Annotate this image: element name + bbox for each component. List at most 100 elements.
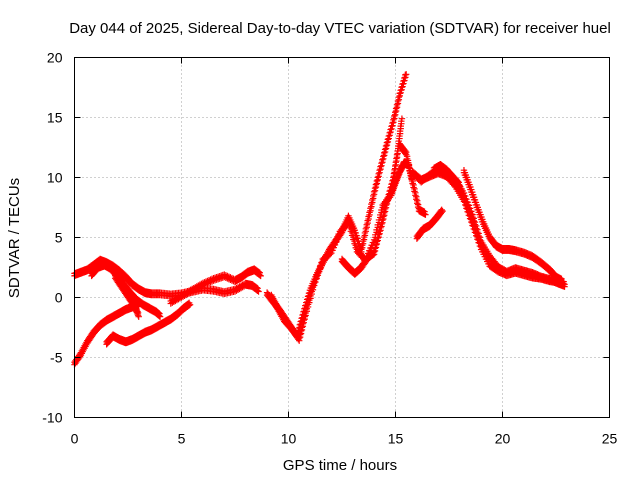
- data-point: [370, 188, 378, 195]
- data-point: [391, 112, 398, 120]
- data-point: [221, 271, 228, 278]
- series-track-8: [268, 71, 410, 341]
- series-track-6: [167, 265, 264, 307]
- data-point: [378, 220, 385, 228]
- data-point: [371, 245, 379, 252]
- data-point: [297, 318, 304, 325]
- x-axis-label: GPS time / hours: [283, 457, 397, 474]
- data-point: [387, 184, 394, 191]
- data-point: [256, 269, 263, 276]
- data-point: [354, 235, 361, 242]
- data-point: [404, 157, 412, 164]
- data-point: [464, 206, 471, 213]
- data-point: [295, 324, 303, 332]
- data-point: [391, 166, 398, 174]
- data-point: [412, 189, 419, 197]
- data-point: [411, 185, 418, 193]
- data-point: [413, 193, 420, 200]
- data-point: [156, 310, 163, 317]
- data-point: [470, 223, 477, 230]
- data-point: [421, 208, 428, 215]
- data-point: [299, 311, 306, 319]
- y-tick-label: 5: [55, 230, 63, 246]
- data-point: [131, 302, 139, 310]
- data-point: [370, 248, 378, 255]
- data-point: [374, 234, 381, 242]
- data-point: [463, 202, 470, 210]
- data-point: [469, 219, 476, 227]
- data-point: [558, 275, 565, 283]
- data-point: [403, 153, 411, 160]
- data-point: [395, 93, 403, 101]
- y-tick-label: 10: [47, 170, 63, 186]
- x-tick-label: 25: [602, 431, 618, 447]
- data-point: [393, 155, 400, 162]
- data-point: [384, 194, 392, 202]
- data-point: [414, 201, 422, 208]
- data-point: [403, 71, 410, 78]
- data-point: [405, 161, 413, 168]
- data-point: [132, 304, 139, 311]
- data-point: [131, 301, 138, 308]
- data-point: [559, 278, 566, 286]
- data-point: [390, 174, 397, 181]
- data-point: [475, 236, 482, 244]
- data-point: [376, 167, 383, 174]
- data-point: [134, 309, 142, 317]
- data-point: [389, 119, 396, 127]
- data-point: [388, 181, 395, 188]
- series-track-15: [460, 167, 566, 286]
- x-tick-label: 15: [388, 431, 404, 447]
- data-point: [372, 241, 380, 249]
- data-point: [351, 227, 359, 234]
- data-point: [466, 212, 474, 220]
- data-point: [468, 216, 475, 223]
- data-point: [375, 170, 382, 177]
- data-point: [388, 123, 395, 130]
- data-point: [353, 232, 360, 239]
- data-point: [398, 115, 406, 122]
- data-point: [390, 116, 397, 123]
- data-point: [462, 199, 469, 206]
- series-track-5: [111, 272, 142, 320]
- data-point: [386, 129, 393, 137]
- data-point: [439, 207, 446, 215]
- y-tick-label: 15: [47, 110, 63, 126]
- x-tick-label: 10: [281, 431, 297, 447]
- x-tick-label: 0: [71, 431, 79, 447]
- data-point: [422, 211, 429, 218]
- data-point: [410, 181, 417, 189]
- y-axis-label: SDTVAR / TECUs: [6, 178, 23, 298]
- data-point: [476, 240, 484, 247]
- data-point: [133, 305, 140, 312]
- data-point: [385, 191, 392, 198]
- data-point: [386, 187, 393, 195]
- data-point: [379, 217, 386, 224]
- data-point: [380, 213, 387, 220]
- data-point: [371, 185, 379, 192]
- data-point: [374, 174, 381, 181]
- data-point: [385, 132, 392, 140]
- y-tick-label: -10: [42, 410, 62, 426]
- data-point: [382, 201, 390, 209]
- data-point: [391, 109, 399, 116]
- data-point: [375, 231, 382, 238]
- y-tick-label: 20: [47, 50, 63, 66]
- data-point: [130, 300, 137, 307]
- data-point: [227, 274, 234, 281]
- data-point: [409, 177, 416, 185]
- data-point: [393, 101, 401, 108]
- data-point: [392, 105, 400, 112]
- data-point: [392, 159, 400, 166]
- data-point: [254, 285, 261, 292]
- data-point: [402, 147, 409, 155]
- data-point: [224, 272, 231, 280]
- series-track-12: [409, 164, 568, 290]
- data-point: [257, 272, 264, 280]
- chart-title: Day 044 of 2025, Sidereal Day-to-day VTE…: [69, 20, 611, 37]
- series-track-9: [338, 115, 406, 278]
- data-point: [133, 306, 141, 314]
- data-point: [293, 331, 301, 338]
- data-point: [373, 238, 381, 245]
